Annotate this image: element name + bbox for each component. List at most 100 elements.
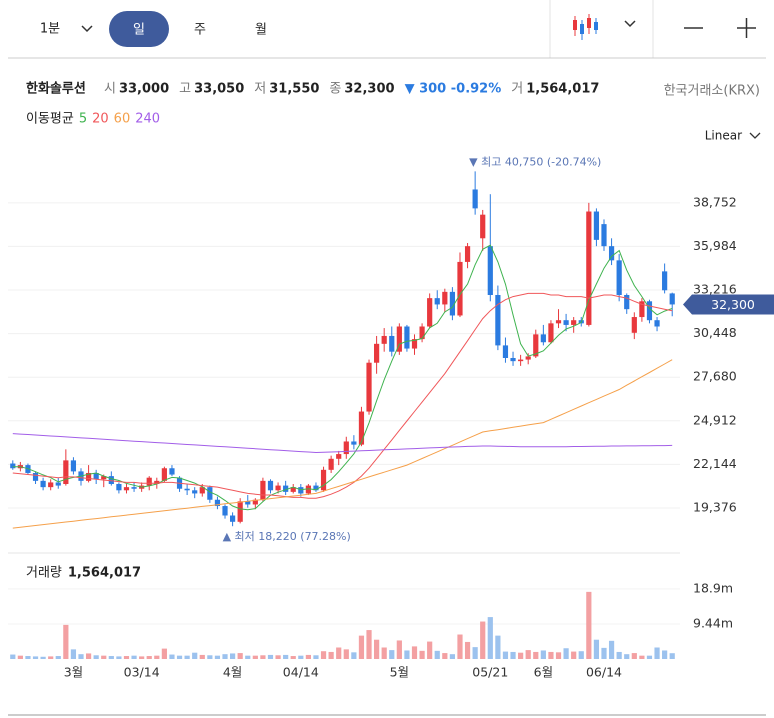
volume-bar: [533, 651, 539, 659]
volume-bar: [260, 655, 266, 659]
volume-bar: [290, 656, 296, 659]
candle-body: [351, 441, 357, 445]
volume-bar: [608, 640, 615, 659]
volume-bar: [139, 656, 145, 659]
quote-value: 31,550: [269, 82, 319, 97]
interval-select[interactable]: 1분: [40, 22, 60, 37]
y-tick-label: 18.9m: [693, 580, 733, 595]
candle-body: [237, 501, 243, 522]
volume-bar: [252, 655, 258, 659]
volume-bar: [571, 651, 577, 659]
candle-body: [449, 291, 456, 316]
legend: 이동평균 5 20 60 240: [26, 112, 160, 127]
volume-bar: [283, 654, 289, 659]
candle-body: [669, 293, 675, 305]
candle-body: [252, 499, 258, 505]
chevron: [624, 20, 636, 28]
candle-body: [374, 343, 380, 363]
x-tick-label: 4월: [223, 665, 242, 680]
candle-body: [290, 487, 296, 492]
y-tick-label: 19,376: [693, 500, 737, 515]
volume-bar: [396, 640, 402, 659]
candle-body: [464, 246, 471, 262]
candle-body: [442, 291, 448, 305]
candle-body: [313, 485, 319, 491]
volume-bar: [662, 650, 668, 659]
moving-average-line: [12, 359, 673, 529]
candle-body: [245, 501, 251, 505]
tab-week[interactable]: 주: [194, 23, 206, 38]
candle-body: [40, 480, 46, 488]
candle-body: [502, 345, 509, 358]
candle-body: [563, 320, 569, 325]
volume-bar: [578, 651, 584, 659]
scale-select[interactable]: Linear: [705, 129, 742, 143]
candle-body: [123, 487, 130, 491]
volume-bar: [237, 653, 243, 659]
candle-body: [222, 506, 228, 516]
x-tick-label: 5월: [390, 665, 409, 680]
active-tab-bg: [109, 11, 169, 47]
candle-body: [283, 485, 289, 492]
candle-body: [298, 487, 304, 494]
candle-body: [411, 339, 418, 349]
volume-bar: [616, 651, 622, 659]
volume-bar: [495, 635, 501, 659]
legend-entry: 5: [79, 112, 87, 127]
volume-bar: [374, 639, 380, 659]
candle-body: [472, 189, 478, 209]
quote-value: 32,300: [344, 82, 394, 97]
volume-bar: [10, 654, 16, 659]
volume-bar: [123, 656, 130, 659]
tab-day[interactable]: 일: [133, 23, 145, 38]
volume-bar: [411, 646, 418, 659]
volume-bar: [442, 653, 448, 659]
candle-body: [624, 294, 630, 310]
candle-body: [525, 356, 531, 360]
volume-bar: [146, 656, 152, 659]
volume-bar: [434, 650, 440, 659]
volume-bar: [305, 654, 311, 659]
volume-bar: [654, 647, 660, 659]
candle-body: [207, 487, 213, 500]
high-annotation: ▼ 최고 40,750 (-20.74%): [469, 155, 601, 168]
candle-body: [169, 468, 175, 475]
volume-bar: [229, 653, 236, 659]
legend-entry: 240: [135, 112, 160, 127]
tab-month[interactable]: 월: [255, 23, 267, 38]
volume-bar: [669, 653, 675, 659]
volume-bar: [55, 656, 61, 659]
zoom-in[interactable]: [737, 18, 756, 38]
volume-bar: [404, 650, 410, 659]
y-tick-label: 33,216: [693, 282, 737, 297]
volume-bar: [70, 649, 77, 659]
candle-body: [555, 320, 562, 324]
candle-body: [328, 458, 334, 470]
candle-body: [199, 487, 205, 494]
volume-bar: [267, 654, 274, 659]
volume-bar: [154, 655, 160, 659]
candle-body: [601, 224, 607, 247]
candle-body: [214, 499, 221, 507]
moving-average-line: [12, 433, 673, 454]
candle-body: [548, 323, 554, 343]
volume-bar: [358, 635, 365, 659]
volume-bar: [275, 655, 281, 659]
quote-value: 33,050: [194, 82, 244, 97]
y-tick-label: 30,448: [693, 325, 737, 340]
candle-body: [518, 359, 524, 362]
volume-bar: [131, 655, 137, 659]
legend-entry: 60: [114, 112, 131, 127]
candle-body: [320, 469, 327, 491]
volume-bar: [176, 655, 183, 659]
candle-body: [389, 335, 395, 352]
volume-bar: [101, 655, 107, 659]
candle-body: [116, 483, 122, 491]
candle-body: [192, 490, 198, 494]
candle-body: [275, 485, 281, 491]
volume-bar: [351, 652, 357, 659]
volume-bar: [336, 647, 342, 659]
chart-type-icon[interactable]: [573, 14, 598, 40]
y-tick-label: 9.44m: [693, 615, 733, 630]
